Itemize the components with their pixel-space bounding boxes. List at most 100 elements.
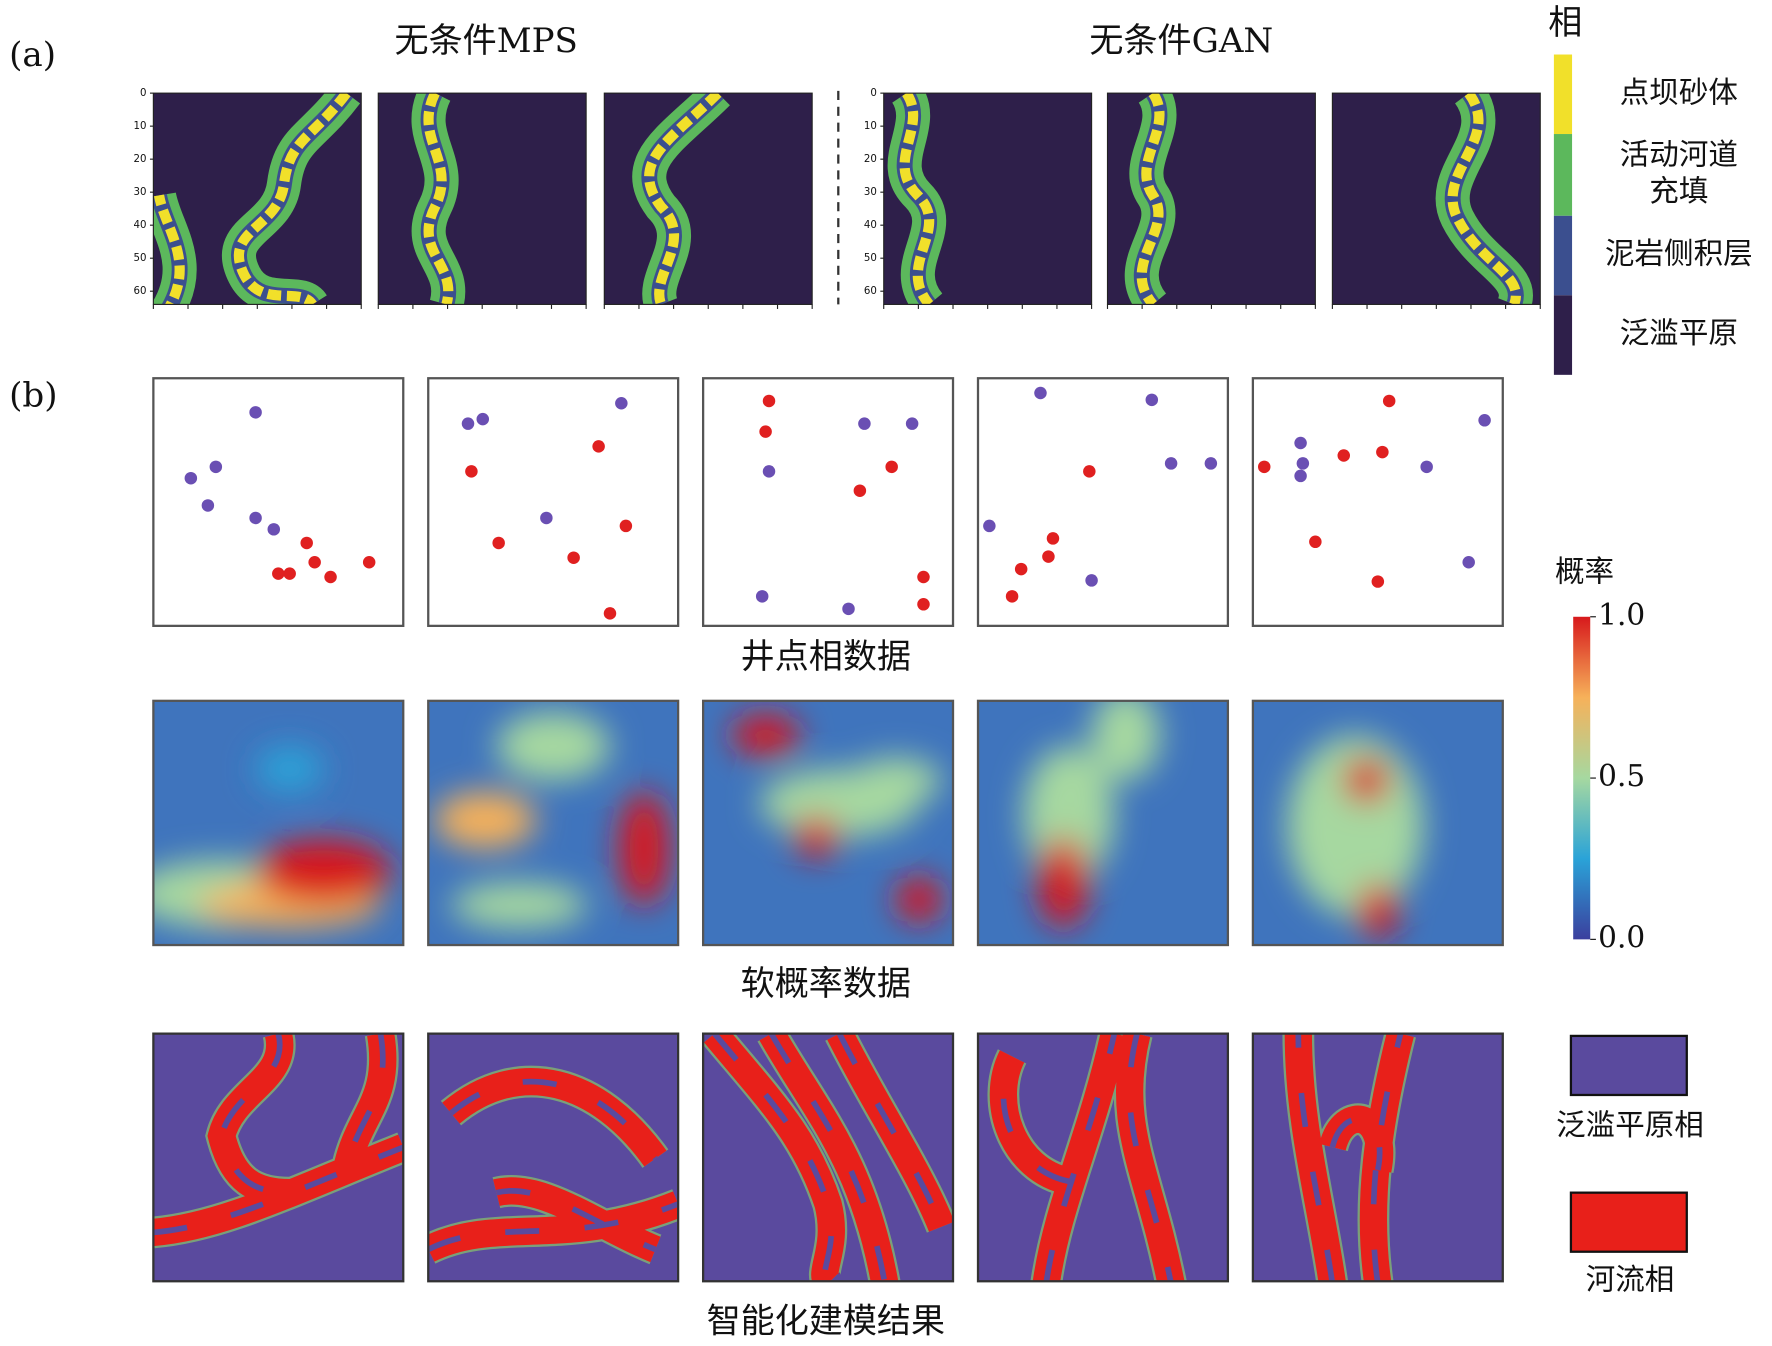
well-point (209, 460, 223, 474)
legend-label: 充填 (1649, 174, 1708, 208)
well-point (1164, 457, 1178, 470)
blob (1286, 734, 1424, 917)
well-point (461, 417, 475, 430)
channels (1435, 93, 1533, 305)
result-panel (1251, 1032, 1504, 1283)
well-point (885, 460, 898, 474)
well-point (201, 499, 215, 512)
well-point (1014, 562, 1028, 576)
facies-map (1106, 92, 1316, 309)
frame (1251, 1032, 1504, 1283)
legend-label: 泛滥平原相 (1556, 1108, 1704, 1142)
probability-panel (427, 699, 680, 947)
legend-swatch (1569, 1034, 1688, 1097)
blob (793, 816, 840, 858)
blob (1023, 746, 1115, 883)
blobs (1286, 734, 1424, 939)
panel-label: (a) (9, 35, 56, 75)
blobs (433, 712, 670, 929)
row-caption: 智能化建模结果 (707, 1301, 945, 1341)
probability-panel (976, 699, 1230, 947)
well-point (759, 425, 772, 438)
well-point (905, 417, 919, 430)
probability-panel (152, 699, 405, 947)
colorbar-tick-label: 0.5 (1598, 759, 1645, 793)
y-tick-label: 20 (134, 154, 147, 165)
probability-field (703, 700, 954, 946)
legend-label: 泥岩侧积层 (1605, 237, 1753, 271)
y-tick-label: 60 (864, 286, 877, 297)
blob (450, 882, 588, 929)
well-point (917, 570, 930, 584)
well-panel (427, 377, 680, 627)
river-map (428, 1033, 679, 1282)
well-point (1294, 436, 1307, 450)
point-bar (1447, 93, 1521, 305)
facies-map (377, 92, 587, 309)
frame (701, 699, 955, 947)
y-tick-label: 30 (864, 187, 877, 198)
blob (255, 746, 324, 792)
blobs (153, 746, 392, 929)
legend-swatch (1553, 134, 1573, 216)
colorbar-title: 概率 (1555, 555, 1614, 589)
result-panel (976, 1032, 1230, 1283)
point-bar (423, 93, 454, 305)
channels (887, 93, 947, 305)
frame (152, 1032, 405, 1283)
well-point (603, 607, 617, 620)
probability-field (978, 700, 1228, 946)
well-point (476, 412, 490, 426)
well-point (492, 536, 505, 550)
well-point (249, 511, 262, 525)
group-title: 无条件MPS (395, 21, 578, 61)
well-panel (152, 377, 405, 627)
well-point (858, 417, 871, 430)
channels (411, 93, 466, 305)
well-point (917, 598, 930, 611)
y-tick-label: 0 (870, 88, 877, 99)
river-thin (1295, 1033, 1404, 1282)
well-point (1337, 449, 1351, 462)
blob (759, 768, 919, 838)
well-point (1204, 457, 1218, 470)
well-point (1371, 575, 1385, 588)
probability-panel (701, 699, 955, 947)
y-tick-label: 30 (134, 187, 147, 198)
blob (619, 791, 670, 906)
well-point (362, 556, 376, 569)
well-point (249, 406, 262, 419)
well-point (1005, 590, 1019, 603)
blob (1343, 757, 1390, 804)
map-background (378, 93, 587, 305)
river-thin (712, 1033, 945, 1282)
well-point (1382, 394, 1396, 408)
well-point (1376, 445, 1389, 459)
legend-swatch (1553, 215, 1573, 296)
well-point (842, 602, 855, 616)
river-thin (1000, 1033, 1174, 1282)
legend-label: 泛滥平原 (1620, 316, 1738, 350)
legend-label: 河流相 (1586, 1262, 1675, 1296)
frame (976, 377, 1230, 627)
river-thin (428, 1078, 679, 1253)
well-point (853, 484, 867, 497)
colorbar (1573, 616, 1591, 940)
y-tick-label: 50 (864, 253, 877, 264)
well-point (755, 590, 769, 603)
well-point (1085, 574, 1098, 587)
y-tick-label: 10 (864, 121, 877, 132)
well-point (540, 511, 553, 525)
colorbar-tick-label: 1.0 (1598, 598, 1645, 632)
point-bar (899, 93, 935, 305)
well-point (1083, 465, 1096, 478)
y-tick-label: 10 (134, 121, 147, 132)
blob (496, 712, 610, 781)
well-point (619, 519, 633, 533)
well-point (324, 570, 337, 584)
row-caption: 软概率数据 (741, 964, 911, 1004)
well-point (283, 567, 296, 580)
panel-label: (b) (9, 376, 57, 416)
blob (731, 714, 800, 756)
